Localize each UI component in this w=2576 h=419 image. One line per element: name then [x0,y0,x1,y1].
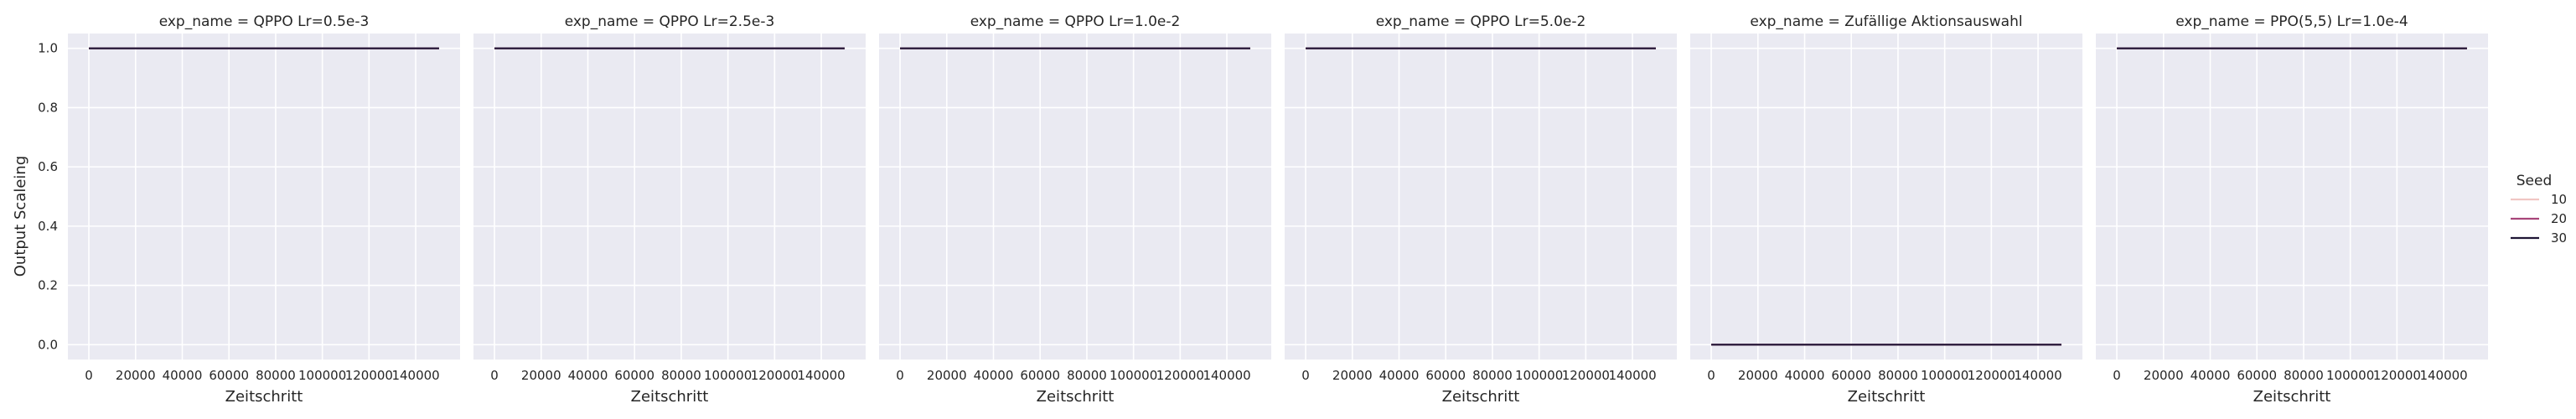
legend-title: Seed [2517,173,2553,189]
x-tick-label: 100000 [1515,368,1563,383]
x-tick-label: 20000 [2144,368,2184,383]
facet-panel: exp_name = QPPO Lr=2.5e-3 0 20000 40000 6000… [473,13,866,406]
plot-background [473,34,866,360]
x-tick-label: 40000 [2191,368,2231,383]
x-tick-label: 80000 [661,368,701,383]
panel-title: exp_name = Zufällige Aktionsauswahl [1750,13,2022,30]
x-tick-label: 20000 [521,368,561,383]
x-tick-label: 60000 [1425,368,1466,383]
x-tick-label: 0 [896,368,904,383]
x-tick-label: 40000 [974,368,1014,383]
x-tick-label: 40000 [1785,368,1825,383]
x-tick-label: 140000 [797,368,845,383]
x-tick-label: 40000 [568,368,608,383]
x-tick-label: 120000 [1156,368,1204,383]
x-tick-label: 60000 [614,368,654,383]
x-tick-label: 100000 [298,368,346,383]
x-tick-label: 140000 [1608,368,1656,383]
panel-title: exp_name = QPPO Lr=1.0e-2 [970,13,1181,30]
plot-background [1690,34,2082,360]
x-tick-label: 20000 [116,368,156,383]
legend: Seed 10 20 30 [2511,173,2567,246]
legend-label: 30 [2551,230,2567,246]
x-tick-label: 140000 [1203,368,1250,383]
x-tick-label: 80000 [2284,368,2324,383]
x-axis-label: Zeitschritt [1037,388,1115,406]
legend-label: 10 [2551,192,2567,207]
x-tick-label: 80000 [1878,368,1918,383]
plot-background [2096,34,2488,360]
y-tick-label: 0.6 [38,159,58,174]
facet-panel: exp_name = Zufällige Aktionsauswahl 0 2000… [1690,13,2082,406]
panel-title: exp_name = QPPO Lr=0.5e-3 [159,13,370,30]
x-axis-label: Zeitschritt [631,388,709,406]
x-tick-label: 120000 [751,368,799,383]
x-tick-label: 0 [85,368,93,383]
plot-background [879,34,1271,360]
plot-background [1285,34,1677,360]
x-tick-label: 20000 [1738,368,1778,383]
x-tick-label: 0 [1707,368,1715,383]
panel-title: exp_name = PPO(5,5) Lr=1.0e-4 [2175,13,2408,30]
y-tick-label: 0.8 [38,100,58,115]
y-tick-label: 0.0 [38,337,58,352]
facet-panel: exp_name = QPPO Lr=5.0e-2 0 20000 40000 6000… [1285,13,1677,406]
x-tick-label: 0 [2113,368,2121,383]
y-tick-label: 1.0 [38,41,58,56]
facet-panel: exp_name = QPPO Lr=0.5e-3 0 20000 40000 6000… [38,13,460,406]
x-tick-label: 100000 [1110,368,1157,383]
x-tick-label: 0 [490,368,499,383]
x-tick-label: 120000 [1968,368,2015,383]
x-tick-label: 40000 [1379,368,1420,383]
x-tick-label: 100000 [1921,368,1968,383]
panel-title: exp_name = QPPO Lr=5.0e-2 [1376,13,1586,30]
x-tick-label: 140000 [2014,368,2061,383]
x-tick-label: 0 [1301,368,1310,383]
x-axis-label: Zeitschritt [225,388,303,406]
y-axis-label: Output Scaleing [12,156,29,277]
x-tick-label: 60000 [1831,368,1871,383]
x-tick-label: 120000 [1562,368,1610,383]
x-axis-label: Zeitschritt [1442,388,1520,406]
x-tick-label: 120000 [345,368,393,383]
y-tick-label: 0.4 [38,219,58,234]
x-tick-label: 140000 [391,368,439,383]
x-tick-label: 100000 [2326,368,2374,383]
x-tick-label: 80000 [1067,368,1107,383]
x-tick-label: 140000 [2419,368,2467,383]
x-tick-label: 60000 [209,368,249,383]
panel-title: exp_name = QPPO Lr=2.5e-3 [565,13,775,30]
facet-panel: exp_name = PPO(5,5) Lr=1.0e-4 0 20000 40000… [2096,13,2488,406]
legend-label: 20 [2551,211,2567,226]
x-tick-label: 60000 [2237,368,2277,383]
panels-layer: exp_name = QPPO Lr=0.5e-3 0 20000 40000 6000… [38,13,2488,406]
plot-background [68,34,460,360]
x-tick-label: 60000 [1020,368,1060,383]
x-tick-label: 100000 [704,368,752,383]
facet-panel: exp_name = QPPO Lr=1.0e-2 0 20000 40000 6000… [879,13,1271,406]
y-tick-label: 0.2 [38,278,58,293]
x-tick-label: 120000 [2373,368,2421,383]
x-tick-label: 20000 [927,368,967,383]
x-tick-label: 20000 [1332,368,1373,383]
x-tick-label: 40000 [163,368,203,383]
x-tick-label: 80000 [1472,368,1513,383]
x-tick-label: 80000 [256,368,296,383]
x-axis-label: Zeitschritt [1848,388,1926,406]
x-axis-label: Zeitschritt [2253,388,2331,406]
